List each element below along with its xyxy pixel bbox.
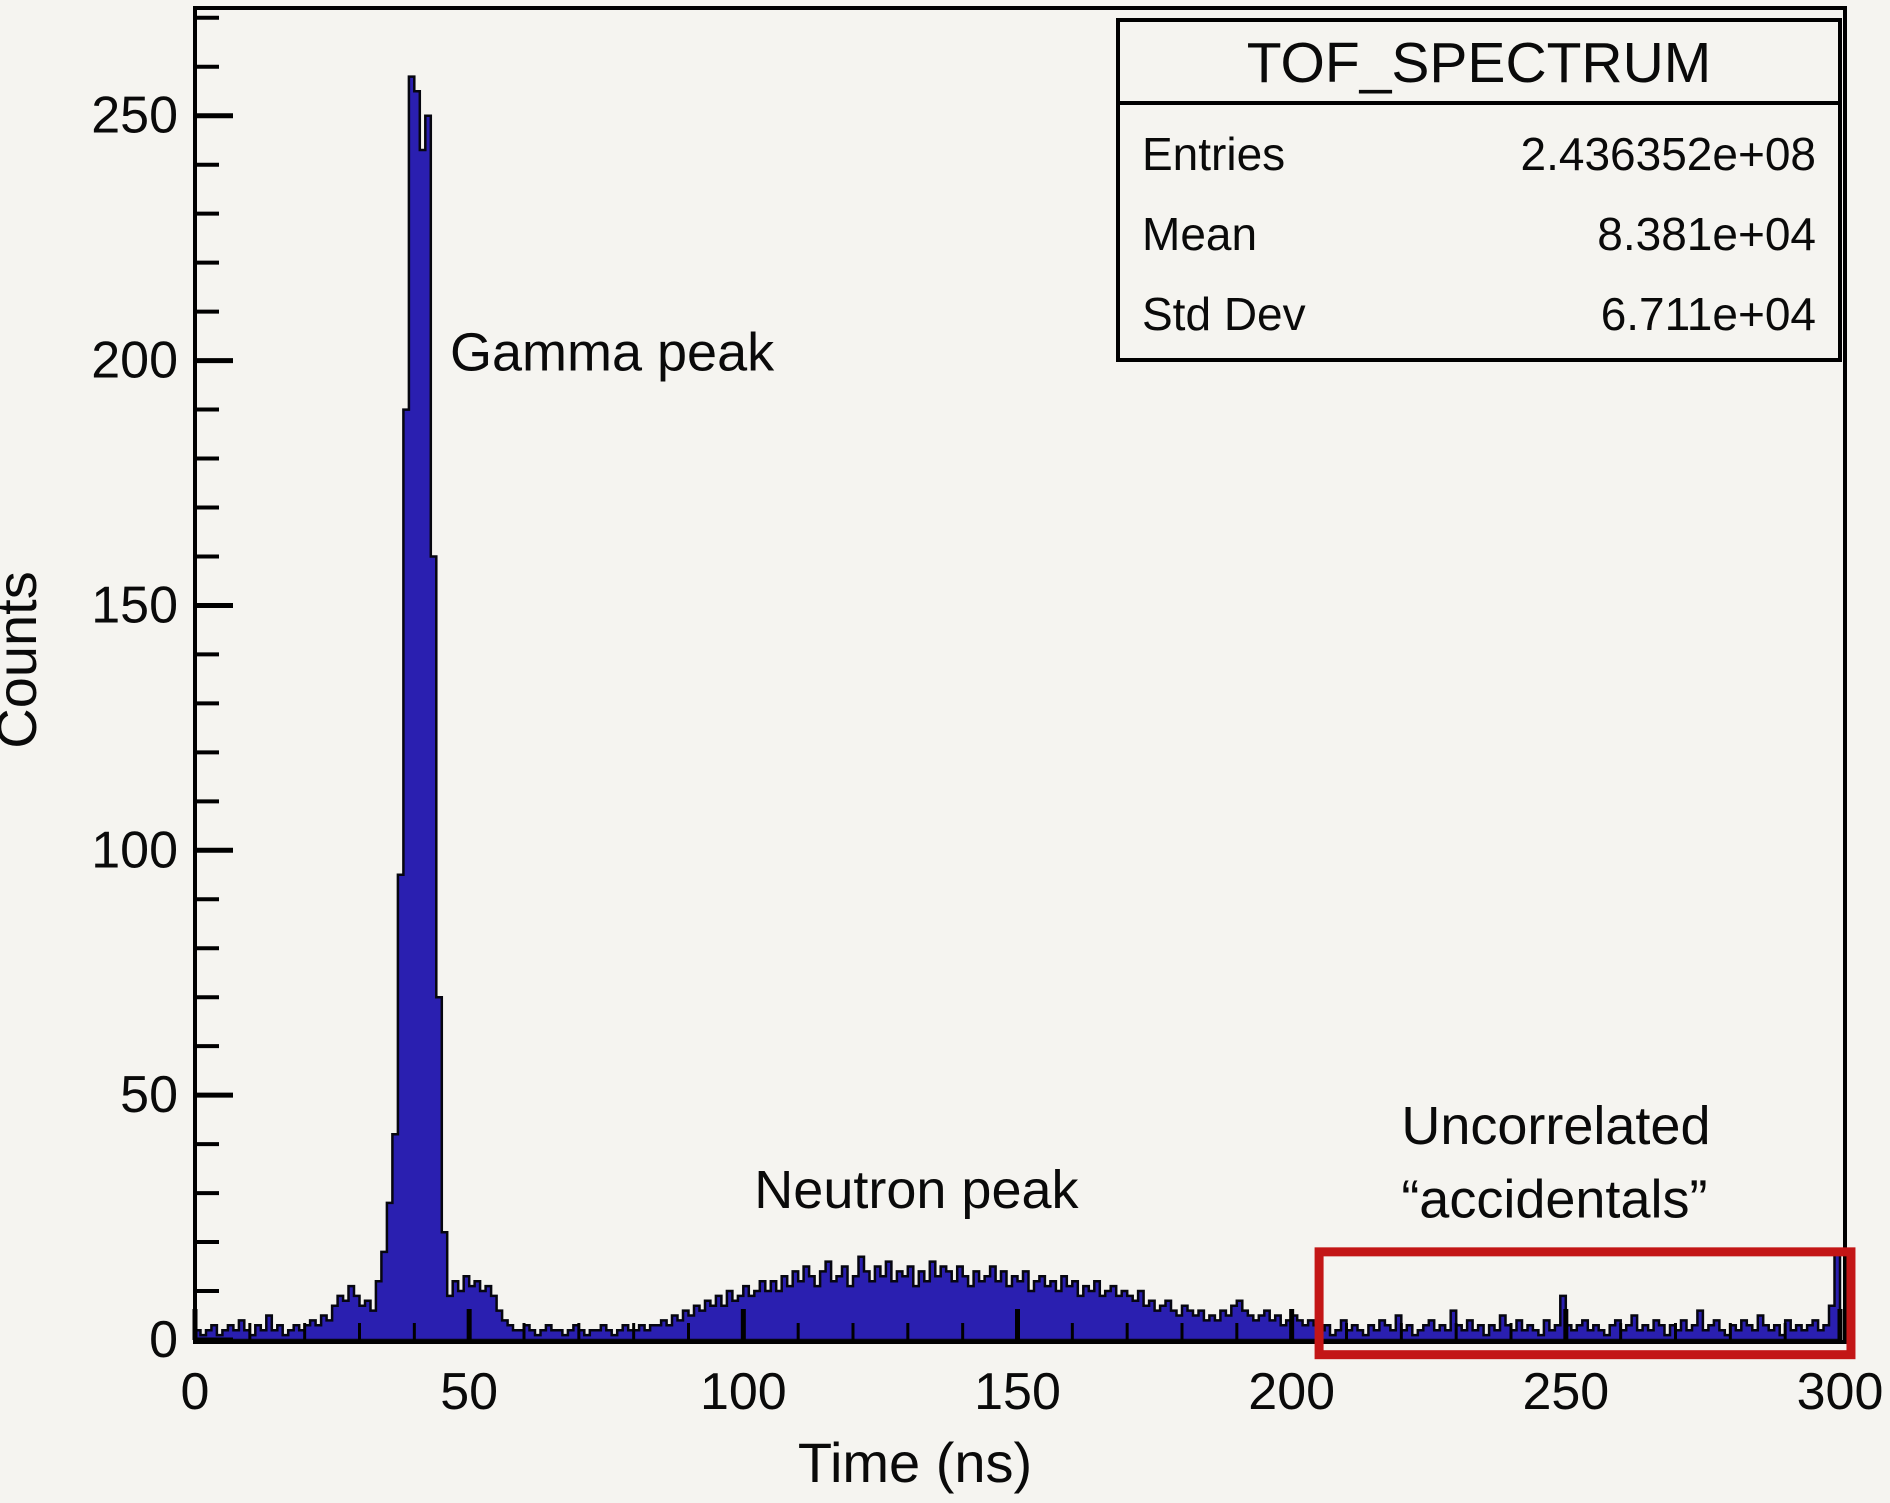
- axis-tick-layer: [192, 15, 1843, 1343]
- accidentals-highlight-box: [1314, 1247, 1856, 1360]
- annotation-uncorrelated-line2: “accidentals”: [1401, 1170, 1707, 1230]
- x-tick-label: 150: [974, 1363, 1061, 1421]
- stats-entries-label: Entries: [1142, 128, 1285, 180]
- y-axis-title: Counts: [0, 571, 48, 748]
- stats-box: TOF_SPECTRUM Entries 2.436352e+08 Mean 8…: [1116, 18, 1842, 362]
- y-tick-label: 150: [91, 576, 178, 634]
- annotation-uncorrelated-line1: Uncorrelated: [1401, 1096, 1710, 1156]
- x-tick-label: 300: [1797, 1363, 1884, 1421]
- x-tick-label: 200: [1248, 1363, 1335, 1421]
- plot-frame: [193, 6, 1847, 1344]
- stats-box-frame: [1116, 18, 1842, 362]
- x-axis-title: Time (ns): [798, 1431, 1032, 1494]
- stats-box-title: TOF_SPECTRUM: [1247, 31, 1712, 95]
- y-tick-label: 50: [120, 1066, 178, 1124]
- annotation-neutron-peak: Neutron peak: [754, 1160, 1079, 1220]
- y-tick-label: 200: [91, 332, 178, 390]
- stats-mean-value: 8.381e+04: [1597, 208, 1816, 260]
- stats-entries-value: 2.436352e+08: [1521, 128, 1816, 180]
- y-tick-label: 250: [91, 87, 178, 145]
- axis-tick-label-layer: 0 50 100 150 200 250 300 0 50 100 150 200 250: [91, 87, 1883, 1421]
- stats-stddev-value: 6.711e+04: [1601, 288, 1816, 340]
- y-tick-label: 0: [149, 1311, 178, 1369]
- annotation-gamma-peak: Gamma peak: [450, 322, 775, 382]
- y-tick-label: 100: [91, 821, 178, 879]
- x-tick-label: 100: [700, 1363, 787, 1421]
- histogram-layer: [193, 75, 1842, 1342]
- tof-histogram: [193, 75, 1842, 1342]
- stats-mean-label: Mean: [1142, 208, 1257, 260]
- x-tick-label: 0: [181, 1363, 210, 1421]
- x-tick-label: 50: [440, 1363, 498, 1421]
- x-tick-label: 250: [1522, 1363, 1609, 1421]
- stats-stddev-label: Std Dev: [1142, 288, 1306, 340]
